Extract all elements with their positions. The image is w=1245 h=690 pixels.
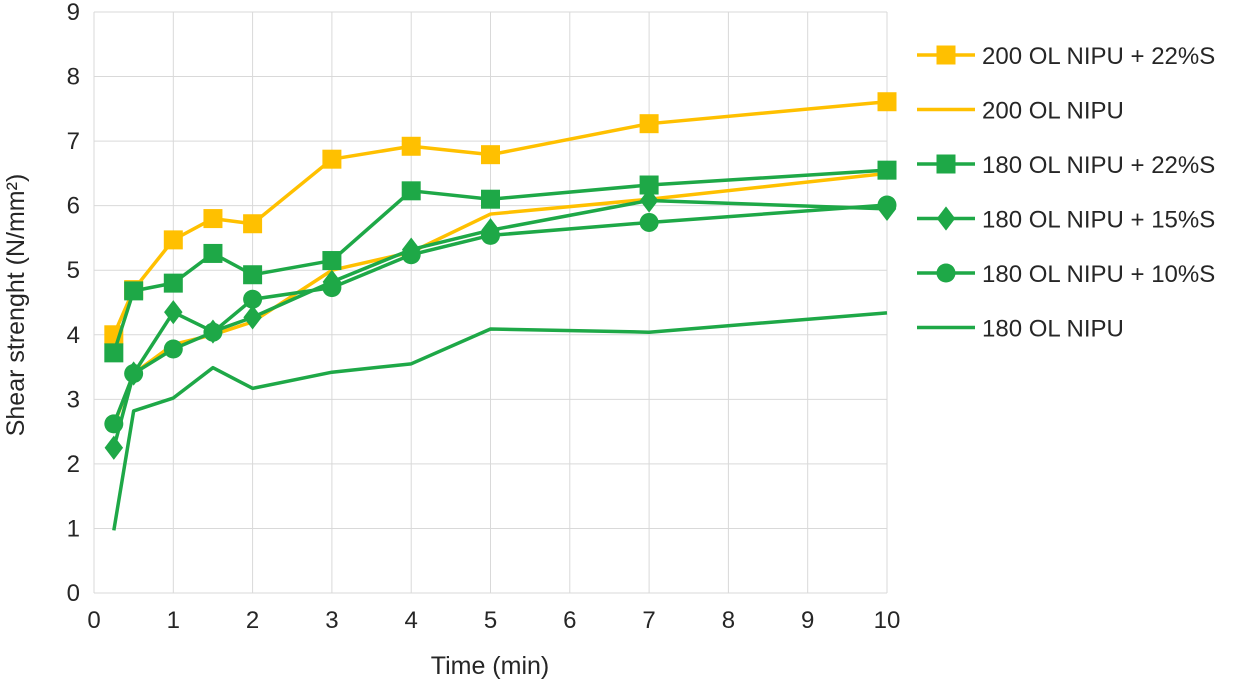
y-tick-label: 9 (67, 0, 80, 26)
data-point (877, 195, 897, 215)
data-point (243, 289, 263, 309)
series-line (112, 203, 888, 425)
legend-entry: 180 OL NIPU + 15%S (917, 206, 1215, 234)
y-tick-label: 1 (67, 515, 80, 542)
data-point (322, 251, 342, 271)
series-group (104, 92, 897, 531)
data-point (243, 305, 262, 330)
legend-marker (936, 154, 956, 174)
data-point (877, 92, 897, 112)
grid (93, 11, 888, 594)
series-200-ol-nipu (112, 171, 888, 426)
data-point (163, 339, 183, 359)
data-point (104, 414, 124, 434)
x-tick-label: 6 (563, 607, 576, 634)
data-point (481, 225, 500, 245)
data-point (163, 230, 183, 250)
legend-entry: 180 OL NIPU + 10%S (917, 261, 1215, 288)
data-point (639, 212, 659, 232)
x-tick-label: 0 (87, 607, 100, 634)
x-tick-label: 8 (722, 607, 735, 634)
data-point (401, 181, 421, 201)
series-line (112, 311, 888, 531)
legend-marker (936, 45, 956, 65)
data-point (639, 175, 659, 195)
x-tick-label: 10 (874, 607, 901, 634)
legend: 200 OL NIPU + 22%S 200 OL NIPU 180 OL NIPU… (917, 43, 1215, 343)
axis-ticks: 0 1 2 3 4 5 6 7 8 9 0 1 2 3 4 5 6 7 8 9 10 (67, 0, 901, 634)
y-tick-label: 2 (67, 451, 80, 478)
data-point (203, 243, 223, 263)
series-line (112, 198, 888, 449)
data-point (639, 188, 659, 213)
y-tick-label: 0 (67, 580, 80, 607)
data-point (164, 300, 183, 325)
data-point (481, 145, 500, 165)
data-point (877, 160, 897, 180)
x-tick-label: 5 (484, 607, 497, 634)
series-line (112, 99, 888, 336)
y-tick-label: 8 (67, 64, 80, 91)
data-point (322, 278, 342, 298)
x-tick-label: 2 (246, 607, 259, 634)
data-point (124, 364, 144, 384)
y-tick-label: 5 (67, 257, 80, 284)
legend-label: 180 OL NIPU + 22%S (982, 152, 1215, 179)
data-point (401, 245, 421, 265)
legend-entry: 180 OL NIPU + 22%S (917, 152, 1215, 179)
data-point (639, 114, 659, 134)
x-tick-label: 1 (167, 607, 180, 634)
legend-label: 200 OL NIPU + 22%S (982, 43, 1215, 70)
data-point (203, 209, 223, 229)
data-point (163, 273, 183, 293)
x-tick-label: 3 (325, 607, 338, 634)
data-point (481, 189, 500, 209)
data-point (124, 281, 144, 301)
data-point (401, 136, 421, 156)
x-tick-label: 7 (642, 607, 655, 634)
y-tick-label: 4 (67, 322, 80, 349)
y-axis-title: Shear strenght (N/mm²) (2, 174, 30, 437)
y-tick-label: 6 (67, 193, 80, 220)
series-180-ol-nipu-10-s (104, 195, 897, 434)
series-180-ol-nipu (112, 311, 888, 531)
x-axis-title: Time (min) (431, 652, 550, 680)
y-tick-label: 3 (67, 386, 80, 413)
legend-label: 180 OL NIPU + 15%S (982, 207, 1215, 234)
data-point (243, 265, 263, 285)
legend-entry: 180 OL NIPU (917, 316, 1124, 343)
legend-label: 200 OL NIPU (982, 98, 1124, 125)
data-point (203, 322, 223, 342)
series-line (112, 168, 888, 354)
legend-entry: 200 OL NIPU + 22%S (917, 43, 1215, 70)
legend-label: 180 OL NIPU (982, 316, 1124, 343)
series-line (112, 171, 888, 426)
data-point (104, 343, 124, 363)
data-point (322, 149, 342, 169)
data-point (243, 214, 263, 234)
legend-label: 180 OL NIPU + 10%S (982, 261, 1215, 288)
y-tick-label: 7 (67, 128, 80, 155)
legend-marker (936, 206, 956, 231)
series-180-ol-nipu-22-s (104, 160, 897, 363)
legend-marker (936, 263, 956, 283)
series-200-ol-nipu-22-s (104, 92, 897, 345)
data-point (104, 435, 124, 460)
legend-entry: 200 OL NIPU (917, 98, 1124, 125)
x-tick-label: 9 (801, 607, 814, 634)
x-tick-label: 4 (405, 607, 418, 634)
